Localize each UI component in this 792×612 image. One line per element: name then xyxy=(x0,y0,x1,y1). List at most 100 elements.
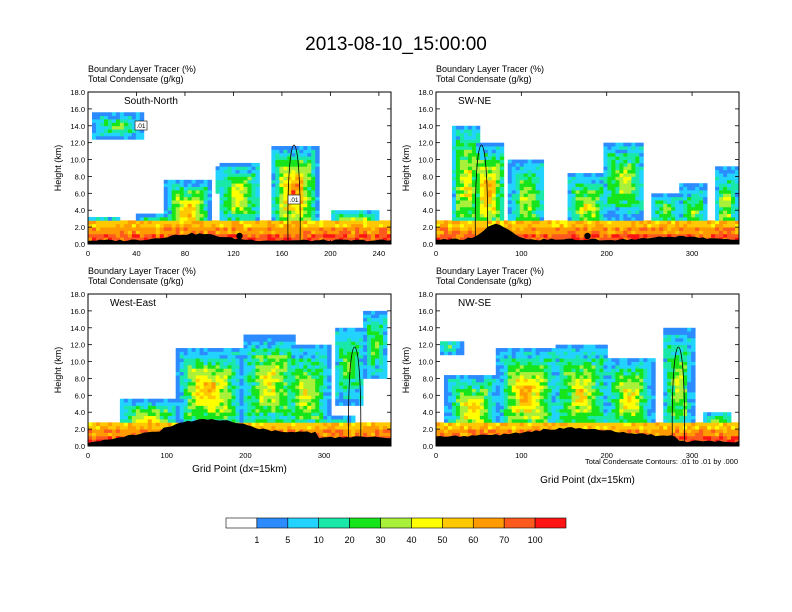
field-cell xyxy=(215,368,220,373)
field-cell xyxy=(247,179,252,184)
field-cell xyxy=(275,223,280,228)
field-cell xyxy=(527,210,533,214)
field-cell xyxy=(691,223,696,228)
field-cell xyxy=(331,213,336,218)
field-cell xyxy=(531,213,537,218)
field-cell xyxy=(327,233,332,238)
field-cell xyxy=(339,233,344,238)
field-cell xyxy=(379,422,384,427)
field-cell xyxy=(263,378,268,383)
field-cell xyxy=(455,162,461,167)
field-cell xyxy=(451,139,457,144)
field-cell xyxy=(91,233,97,238)
field-cell xyxy=(619,203,624,208)
field-cell xyxy=(475,139,481,144)
field-cell xyxy=(515,230,521,235)
field-cell xyxy=(339,415,344,420)
field-cell xyxy=(307,385,312,389)
field-cell xyxy=(347,341,352,346)
field-cell xyxy=(287,344,292,349)
field-cell xyxy=(187,385,193,389)
field-cell xyxy=(267,375,272,379)
field-cell xyxy=(299,405,304,410)
field-cell xyxy=(627,176,632,181)
field-cell xyxy=(251,203,256,208)
field-cell xyxy=(215,230,220,235)
field-cell xyxy=(375,321,380,325)
field-cell xyxy=(315,361,320,366)
field-cell xyxy=(267,368,272,373)
field-cell xyxy=(239,351,244,356)
field-cell xyxy=(615,200,620,204)
field-cell xyxy=(215,220,220,225)
field-cell xyxy=(183,203,189,208)
field-cell xyxy=(191,361,197,366)
field-cell xyxy=(591,206,596,211)
field-cell xyxy=(727,186,732,191)
field-cell xyxy=(355,402,360,406)
field-cell xyxy=(295,179,300,184)
field-cell xyxy=(139,233,145,238)
field-cell xyxy=(291,183,296,187)
field-cell xyxy=(343,371,348,376)
field-cell xyxy=(731,179,736,184)
field-cell xyxy=(367,324,372,329)
field-cell xyxy=(227,378,232,383)
field-cell xyxy=(687,216,692,221)
field-cell xyxy=(355,334,360,339)
field-cell xyxy=(123,408,129,413)
field-cell xyxy=(271,166,276,171)
field-cell xyxy=(667,203,672,208)
field-cell xyxy=(371,331,376,335)
field-cell xyxy=(323,429,328,433)
field-cell xyxy=(207,348,212,352)
field-cell xyxy=(251,189,256,194)
field-cell xyxy=(295,230,300,235)
field-cell xyxy=(263,337,268,342)
field-cell xyxy=(179,354,185,359)
field-cell xyxy=(475,166,481,171)
field-cell xyxy=(539,196,545,201)
field-cell xyxy=(183,378,189,383)
field-cell xyxy=(571,173,576,177)
field-cell xyxy=(311,216,316,221)
field-cell xyxy=(259,388,264,393)
field-cell xyxy=(347,220,352,225)
field-cell xyxy=(615,237,620,242)
field-cell xyxy=(603,237,608,242)
field-cell xyxy=(527,213,533,218)
field-cell xyxy=(167,398,173,403)
field-cell xyxy=(99,112,105,117)
field-cell xyxy=(243,334,248,339)
field-cell xyxy=(455,146,461,150)
field-cell xyxy=(207,391,212,396)
field-cell xyxy=(715,186,720,191)
field-cell xyxy=(207,186,212,191)
field-cell xyxy=(123,125,129,130)
field-cell xyxy=(591,200,596,204)
field-cell xyxy=(135,227,141,231)
field-cell xyxy=(211,220,216,225)
field-cell xyxy=(471,220,477,225)
field-cell xyxy=(127,220,133,225)
field-cell xyxy=(175,361,181,366)
field-cell xyxy=(243,203,248,208)
field-cell xyxy=(335,378,340,383)
field-cell xyxy=(247,203,252,208)
field-cell xyxy=(103,132,109,137)
field-cell xyxy=(579,213,584,218)
field-cell xyxy=(303,405,308,410)
field-cell xyxy=(191,412,197,416)
field-cell xyxy=(495,169,501,174)
y-tick-label: 10.0 xyxy=(70,156,85,165)
field-cell xyxy=(571,179,576,184)
field-cell xyxy=(471,139,477,144)
field-cell xyxy=(443,381,449,386)
field-cell xyxy=(491,216,497,221)
field-cell xyxy=(695,200,700,204)
field-cell xyxy=(283,381,288,386)
field-cell xyxy=(455,200,461,204)
field-cell xyxy=(287,422,292,427)
field-cell xyxy=(683,210,688,214)
field-cell xyxy=(287,402,292,406)
